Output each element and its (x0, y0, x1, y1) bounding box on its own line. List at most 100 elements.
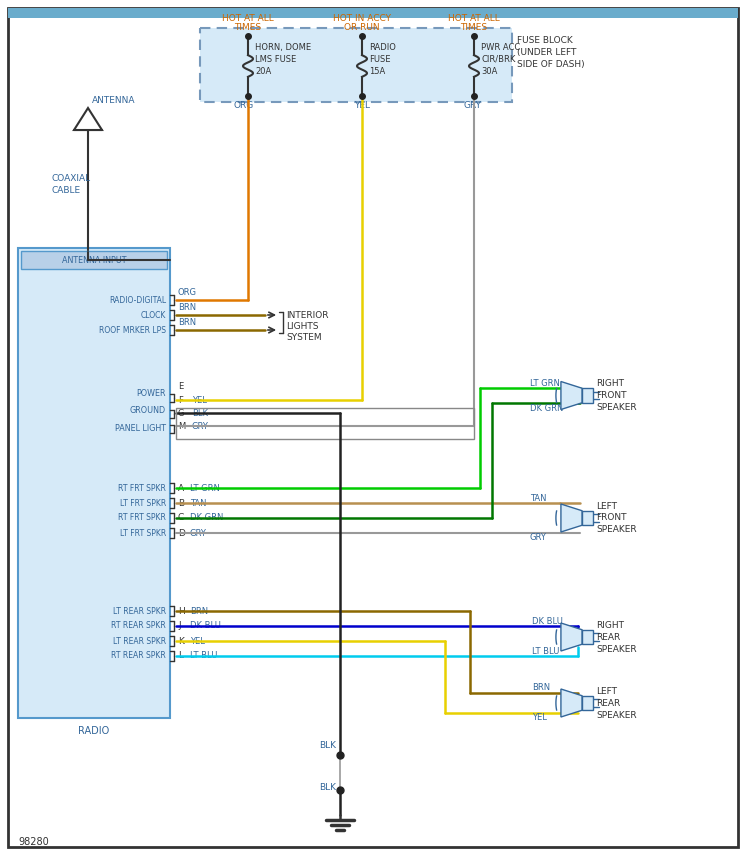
Bar (582, 696, 593, 711)
Text: FRONT: FRONT (596, 391, 627, 400)
Polygon shape (74, 108, 102, 130)
Text: OR RUN: OR RUN (344, 22, 380, 32)
Text: J: J (178, 622, 181, 630)
Text: RT REAR SPKR: RT REAR SPKR (111, 622, 166, 630)
Text: ANTENNA INPUT: ANTENNA INPUT (62, 256, 126, 264)
Polygon shape (561, 381, 582, 410)
Text: HORN, DOME: HORN, DOME (255, 43, 311, 51)
Text: G: G (178, 409, 184, 417)
Text: SPEAKER: SPEAKER (596, 711, 636, 720)
Text: SPEAKER: SPEAKER (596, 645, 636, 653)
Text: YEL: YEL (354, 101, 370, 109)
Text: ORG: ORG (234, 101, 254, 109)
Text: DK BLU: DK BLU (190, 622, 221, 630)
Text: REAR: REAR (596, 699, 620, 707)
Text: COAXIAL: COAXIAL (52, 174, 91, 182)
Polygon shape (561, 623, 582, 651)
Text: 98280: 98280 (18, 837, 48, 847)
Text: RT REAR SPKR: RT REAR SPKR (111, 652, 166, 661)
Text: LMS FUSE: LMS FUSE (255, 55, 296, 63)
Bar (18, 248, 170, 718)
Text: BRN: BRN (532, 683, 550, 693)
Bar (582, 388, 593, 403)
Text: RADIO-DIGITAL: RADIO-DIGITAL (109, 296, 166, 304)
Text: TAN: TAN (190, 498, 207, 508)
Text: A: A (178, 483, 184, 492)
Bar (582, 510, 593, 525)
Text: BLK: BLK (319, 782, 336, 792)
Text: BRN: BRN (178, 317, 196, 327)
Text: LT BLU: LT BLU (190, 652, 217, 661)
Text: LT FRT SPKR: LT FRT SPKR (120, 498, 166, 508)
Bar (8, 8, 738, 18)
Text: RT FRT SPKR: RT FRT SPKR (118, 514, 166, 522)
Text: SPEAKER: SPEAKER (596, 403, 636, 412)
Polygon shape (561, 689, 582, 717)
Bar (21, 251, 167, 269)
Text: 15A: 15A (369, 67, 385, 75)
Text: RADIO: RADIO (78, 726, 110, 736)
Text: INTERIOR: INTERIOR (286, 310, 328, 320)
Text: LT FRT SPKR: LT FRT SPKR (120, 528, 166, 538)
Text: LT REAR SPKR: LT REAR SPKR (113, 636, 166, 646)
Text: YEL: YEL (192, 396, 207, 404)
Text: (UNDER LEFT: (UNDER LEFT (517, 48, 577, 56)
Text: LEFT: LEFT (596, 502, 617, 510)
Text: SYSTEM: SYSTEM (286, 333, 322, 341)
Text: 20A: 20A (255, 67, 272, 75)
Text: GRY: GRY (464, 101, 482, 109)
Text: PANEL LIGHT: PANEL LIGHT (115, 423, 166, 433)
Text: TIMES: TIMES (234, 22, 262, 32)
Text: REAR: REAR (596, 633, 620, 641)
Text: B: B (178, 498, 184, 508)
Bar (176, 408, 474, 439)
Bar (200, 28, 512, 102)
Text: BLK: BLK (319, 741, 336, 751)
Text: POWER: POWER (137, 388, 166, 398)
Text: SIDE OF DASH): SIDE OF DASH) (517, 60, 585, 68)
Text: LT GRN: LT GRN (530, 379, 560, 387)
Text: HOT AT ALL: HOT AT ALL (222, 14, 274, 22)
Polygon shape (561, 504, 582, 532)
Text: ANTENNA: ANTENNA (92, 96, 136, 104)
Text: TAN: TAN (530, 493, 547, 503)
Text: LT REAR SPKR: LT REAR SPKR (113, 606, 166, 616)
Text: BLK: BLK (192, 409, 208, 417)
Text: CIR/BRK: CIR/BRK (481, 55, 515, 63)
Text: L: L (178, 652, 183, 661)
Text: HOT AT ALL: HOT AT ALL (448, 14, 500, 22)
Text: K: K (178, 636, 184, 646)
Text: M: M (178, 422, 185, 431)
Text: CABLE: CABLE (52, 186, 81, 194)
Text: H: H (178, 606, 185, 616)
Text: FUSE: FUSE (369, 55, 390, 63)
Text: YEL: YEL (532, 714, 547, 722)
Text: ROOF MRKER LPS: ROOF MRKER LPS (99, 326, 166, 334)
Text: YEL: YEL (190, 636, 205, 646)
Text: CLOCK: CLOCK (141, 310, 166, 320)
Text: DK GRN: DK GRN (190, 514, 223, 522)
Text: FRONT: FRONT (596, 514, 627, 522)
Bar (200, 28, 512, 102)
Text: DK GRN: DK GRN (530, 404, 563, 412)
Text: GROUND: GROUND (130, 405, 166, 415)
Text: FUSE BLOCK: FUSE BLOCK (517, 36, 573, 44)
Text: 30A: 30A (481, 67, 498, 75)
Text: SPEAKER: SPEAKER (596, 526, 636, 534)
Text: ORG: ORG (178, 287, 197, 297)
Text: GRY: GRY (530, 534, 547, 543)
Text: E: E (178, 381, 184, 391)
Text: RT FRT SPKR: RT FRT SPKR (118, 483, 166, 492)
Text: RIGHT: RIGHT (596, 621, 624, 629)
Text: LT GRN: LT GRN (190, 483, 220, 492)
Text: LEFT: LEFT (596, 687, 617, 695)
Text: RIGHT: RIGHT (596, 379, 624, 388)
Text: BRN: BRN (190, 606, 208, 616)
Text: D: D (178, 528, 185, 538)
Text: RADIO: RADIO (369, 43, 396, 51)
Text: DK BLU: DK BLU (532, 617, 563, 627)
Text: F: F (178, 396, 183, 404)
Text: BRN: BRN (178, 303, 196, 311)
Text: TIMES: TIMES (460, 22, 488, 32)
Text: GRY: GRY (190, 528, 207, 538)
